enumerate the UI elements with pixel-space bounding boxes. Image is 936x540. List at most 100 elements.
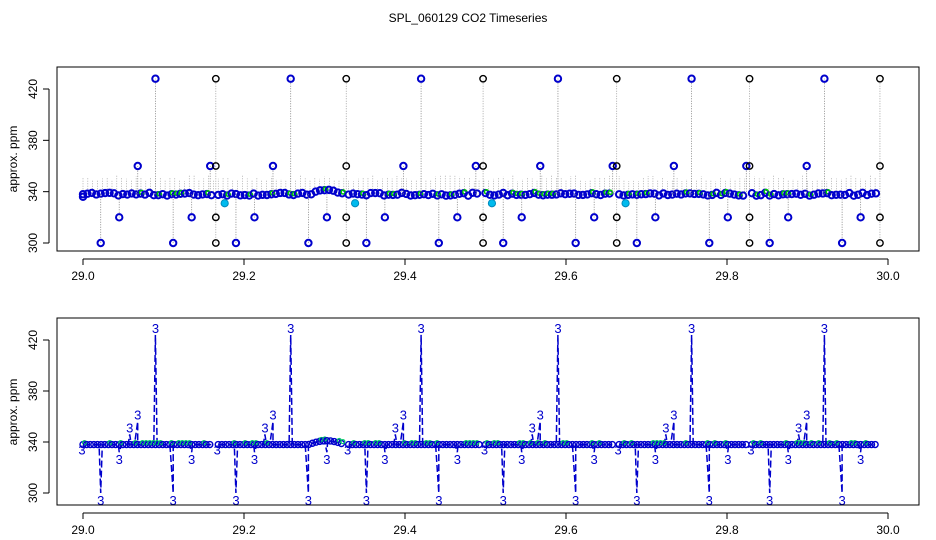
baseline-point: [118, 189, 128, 199]
excursion-point: [765, 238, 774, 248]
smooth-point: [564, 440, 570, 446]
co2-point: [221, 440, 230, 449]
baseline-point: [293, 189, 303, 198]
co2-point: [236, 440, 244, 449]
excursion-point: [453, 213, 462, 222]
baseline-point: [596, 190, 605, 200]
baseline-point: [455, 189, 464, 198]
point-marker-label: 3: [269, 408, 276, 423]
co2-point: [738, 440, 746, 449]
smooth-point: [596, 440, 602, 446]
co2-point: [206, 440, 214, 449]
excursion-point: [723, 213, 733, 222]
bottom-plot-data: 3333333333333333333333333333333333333333…: [78, 321, 879, 508]
co2-point: [604, 440, 613, 449]
co2-point: [684, 440, 692, 449]
smooth-point: [474, 440, 480, 446]
point-marker-label: 3: [572, 493, 579, 508]
raw-outlier-point: [612, 213, 621, 222]
co2-point: [809, 440, 818, 449]
smooth-point: [81, 440, 88, 446]
point-marker-label: 3: [500, 493, 507, 508]
baseline-point: [836, 190, 845, 199]
baseline-point: [871, 189, 881, 198]
smooth-point: [132, 440, 138, 446]
bottom-panel: 3333333333333333333333333333333333333333…: [6, 317, 920, 537]
smooth-point: [253, 440, 259, 446]
baseline-point: [406, 191, 415, 200]
co2-point: [842, 440, 850, 449]
co2-point: [568, 440, 577, 449]
baseline-point: [525, 189, 534, 199]
excursion-point: [837, 238, 847, 248]
smooth-point: [322, 436, 328, 442]
co2-point: [727, 440, 736, 449]
baseline-point: [485, 190, 495, 199]
excursion-point: [268, 161, 278, 171]
point-marker-label: 3: [126, 420, 133, 435]
excursion-point: [187, 213, 196, 222]
co2-point: [276, 440, 284, 449]
co2-point: [802, 440, 810, 449]
co2-point: [97, 440, 105, 449]
co2-point: [272, 440, 280, 449]
co2-point: [759, 440, 767, 449]
co2-point: [615, 440, 623, 449]
smooth-point: [527, 440, 534, 446]
fit-point: [340, 189, 346, 195]
smooth-point: [621, 440, 627, 446]
co2-point: [547, 440, 555, 449]
baseline-point: [867, 189, 876, 198]
co2-point: [820, 440, 829, 449]
baseline-point: [140, 190, 150, 199]
co2-point: [243, 440, 251, 449]
baseline-point: [311, 187, 320, 196]
point-marker-label: 3: [795, 420, 802, 435]
baseline-point: [774, 191, 783, 200]
bottom-x-tick-label: 29.8: [715, 523, 739, 537]
excursion-point: [742, 161, 751, 171]
excursion-point: [856, 213, 865, 222]
co2-point: [86, 440, 94, 449]
top-x-tick-label: 29.6: [554, 269, 578, 283]
co2-point: [254, 440, 262, 449]
co2-point: [677, 440, 685, 449]
excursion-point: [517, 213, 526, 222]
co2-point: [366, 440, 375, 449]
co2-point: [731, 440, 739, 449]
smooth-point: [661, 440, 667, 446]
baseline-point: [668, 190, 677, 199]
co2-point: [550, 440, 559, 449]
co2-point: [225, 440, 233, 449]
baseline-point: [393, 190, 402, 199]
smooth-point: [535, 440, 541, 446]
raw-outlier-point: [612, 162, 621, 170]
excursion-point: [471, 161, 481, 171]
point-marker-label: 3: [652, 452, 659, 467]
top-y-tick-label: 380: [26, 130, 40, 150]
baseline-point: [565, 189, 574, 198]
baseline-point: [207, 190, 216, 200]
baseline-point: [185, 188, 194, 198]
smooth-point: [704, 440, 711, 446]
top-plot-data: [78, 74, 884, 248]
baseline-point: [366, 188, 375, 198]
lab-point: [220, 199, 229, 208]
smooth-point: [340, 438, 346, 445]
baseline-point: [591, 190, 601, 199]
bottom-x-tick-label: 30.0: [876, 523, 900, 537]
point-marker-label: 3: [363, 493, 370, 508]
co2-point: [195, 440, 203, 449]
co2-point: [629, 440, 638, 449]
bottom-y-axis: 300 340 380 420: [26, 330, 50, 503]
co2-point: [446, 440, 454, 449]
excursion-point: [632, 238, 642, 248]
co2-line: [348, 334, 478, 494]
co2-point: [218, 440, 226, 449]
point-marker-label: 3: [305, 493, 312, 508]
baseline-point: [397, 188, 406, 198]
smooth-point: [168, 440, 175, 446]
baseline-point: [503, 191, 512, 200]
baseline-point: [659, 189, 668, 198]
